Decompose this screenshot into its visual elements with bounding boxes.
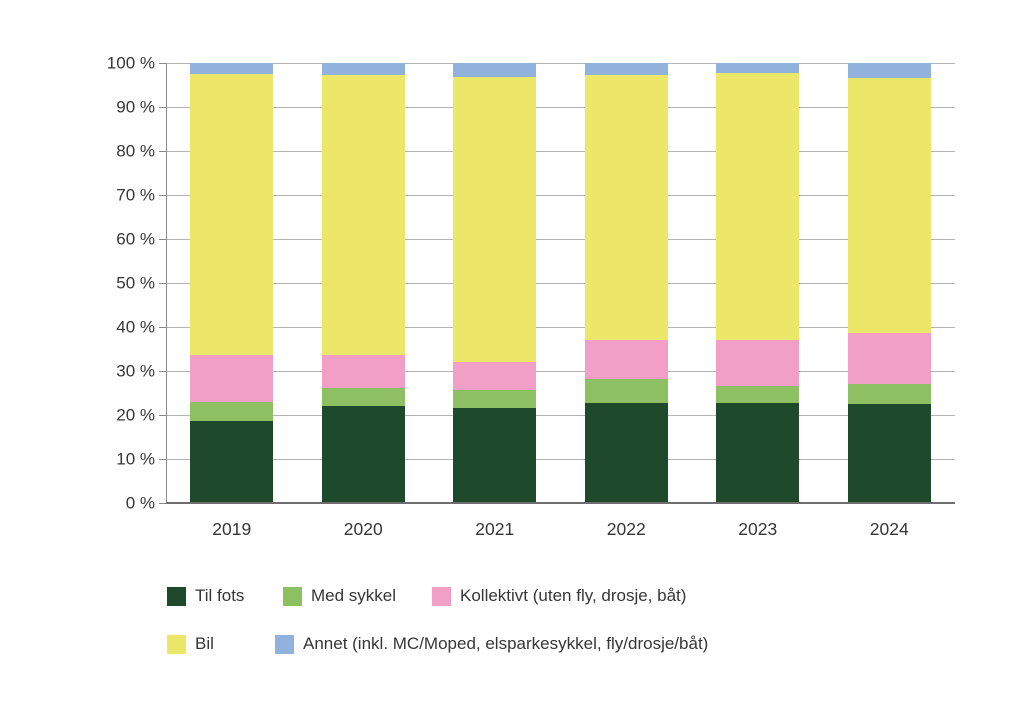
segment-annet-inkl-mc-moped-elsparkesykkel-fly-drosje-b-t-2023[interactable] bbox=[716, 63, 800, 73]
y-tick-90 bbox=[159, 106, 166, 108]
chart-legend: Til fots Med sykkel Kollektivt (uten fly, … bbox=[167, 584, 708, 680]
gridline-60 bbox=[166, 238, 955, 240]
y-tick-80 bbox=[159, 150, 166, 152]
segment-annet-inkl-mc-moped-elsparkesykkel-fly-drosje-b-t-2022[interactable] bbox=[584, 63, 668, 76]
gridline-90 bbox=[166, 106, 955, 108]
gridline-30 bbox=[166, 370, 955, 372]
x-axis-label-2019: 2019 bbox=[212, 519, 252, 539]
segment-kollektivt-uten-fly-drosje-b-t-2024[interactable] bbox=[847, 333, 931, 385]
segment-til-fots-2024[interactable] bbox=[847, 404, 931, 503]
segment-bil-2019[interactable] bbox=[190, 74, 274, 355]
segment-kollektivt-uten-fly-drosje-b-t-2019[interactable] bbox=[190, 354, 274, 402]
plot-area: 0 % 10 % 20 % 30 % 40 % 50 % 60 % 70 % 80 % 90 % 1… bbox=[107, 55, 955, 512]
y-tick-label-0: 0 % bbox=[125, 493, 155, 513]
x-axis-line bbox=[166, 502, 955, 504]
gridline-10 bbox=[166, 458, 955, 460]
y-tick-label-40: 40 % bbox=[116, 317, 155, 337]
segment-med-sykkel-2023[interactable] bbox=[716, 385, 800, 404]
y-tick-label-30: 30 % bbox=[116, 361, 155, 381]
segment-med-sykkel-2019[interactable] bbox=[190, 401, 274, 421]
segment-bil-2020[interactable] bbox=[321, 74, 405, 355]
legend-swatch-kollektivt-uten-fly-drosje-b-t bbox=[432, 586, 451, 606]
legend-label-bil: Bil bbox=[195, 634, 214, 653]
segment-til-fots-2021[interactable] bbox=[453, 407, 537, 503]
y-tick-label-60: 60 % bbox=[116, 229, 155, 249]
y-tick-0 bbox=[159, 502, 166, 504]
y-tick-label-50: 50 % bbox=[116, 273, 155, 293]
gridline-50 bbox=[166, 282, 955, 284]
legend-swatch-til-fots bbox=[167, 586, 186, 606]
legend-label-med-sykkel: Med sykkel bbox=[311, 586, 397, 605]
segment-med-sykkel-2024[interactable] bbox=[847, 384, 931, 405]
segment-til-fots-2020[interactable] bbox=[321, 405, 405, 503]
segment-annet-inkl-mc-moped-elsparkesykkel-fly-drosje-b-t-2024[interactable] bbox=[847, 63, 931, 78]
segment-med-sykkel-2020[interactable] bbox=[321, 388, 405, 406]
bar-2020 bbox=[321, 63, 405, 503]
legend-item-til-fots[interactable]: Til fots bbox=[167, 586, 283, 606]
y-axis-line bbox=[166, 63, 167, 503]
y-tick-50 bbox=[159, 282, 166, 284]
bar-2022 bbox=[584, 63, 668, 503]
legend-label-annet-inkl-mc-moped-elsparkesykkel-fly-drosje-b-t: Annet (inkl. MC/Moped, elsparkesykkel, f… bbox=[303, 634, 709, 653]
legend-item-med-sykkel[interactable]: Med sykkel bbox=[283, 586, 432, 606]
y-tick-40 bbox=[159, 326, 166, 328]
y-tick-label-80: 80 % bbox=[116, 141, 155, 161]
bar-2023 bbox=[716, 63, 800, 503]
segment-bil-2022[interactable] bbox=[584, 75, 668, 340]
bar-2024 bbox=[847, 63, 931, 503]
x-axis-label-2020: 2020 bbox=[343, 519, 383, 539]
segment-til-fots-2023[interactable] bbox=[716, 403, 800, 503]
y-tick-10 bbox=[159, 458, 166, 460]
legend-label-kollektivt-uten-fly-drosje-b-t: Kollektivt (uten fly, drosje, båt) bbox=[460, 586, 687, 605]
x-axis-label-2024: 2024 bbox=[869, 519, 909, 539]
y-tick-label-10: 10 % bbox=[116, 449, 155, 469]
gridline-20 bbox=[166, 414, 955, 416]
segment-med-sykkel-2022[interactable] bbox=[584, 378, 668, 403]
x-axis-label-2023: 2023 bbox=[738, 519, 778, 539]
segment-bil-2021[interactable] bbox=[453, 76, 537, 363]
legend-swatch-med-sykkel bbox=[283, 586, 302, 606]
legend-item-annet-inkl-mc-moped-elsparkesykkel-fly-drosje-b-t[interactable]: Annet (inkl. MC/Moped, elsparkesykkel, f… bbox=[275, 634, 708, 654]
legend-row-2: Bil Annet (inkl. MC/Moped, elsparkesykkel… bbox=[167, 632, 708, 656]
y-tick-100 bbox=[159, 62, 166, 64]
segment-kollektivt-uten-fly-drosje-b-t-2022[interactable] bbox=[584, 339, 668, 379]
segment-kollektivt-uten-fly-drosje-b-t-2020[interactable] bbox=[321, 354, 405, 389]
gridline-80 bbox=[166, 150, 955, 152]
segment-bil-2023[interactable] bbox=[716, 72, 800, 340]
segment-annet-inkl-mc-moped-elsparkesykkel-fly-drosje-b-t-2020[interactable] bbox=[321, 63, 405, 75]
segment-med-sykkel-2021[interactable] bbox=[453, 389, 537, 408]
segment-annet-inkl-mc-moped-elsparkesykkel-fly-drosje-b-t-2019[interactable] bbox=[190, 63, 274, 74]
bar-2019 bbox=[190, 63, 274, 503]
gridline-40 bbox=[166, 326, 955, 328]
legend-item-bil[interactable]: Bil bbox=[167, 634, 275, 654]
legend-swatch-annet-inkl-mc-moped-elsparkesykkel-fly-drosje-b-t bbox=[275, 634, 294, 654]
segment-kollektivt-uten-fly-drosje-b-t-2023[interactable] bbox=[716, 339, 800, 386]
y-tick-30 bbox=[159, 370, 166, 372]
segment-bil-2024[interactable] bbox=[847, 77, 931, 334]
y-tick-label-20: 20 % bbox=[116, 405, 155, 425]
segment-kollektivt-uten-fly-drosje-b-t-2021[interactable] bbox=[453, 362, 537, 390]
y-tick-label-90: 90 % bbox=[116, 97, 155, 117]
segment-annet-inkl-mc-moped-elsparkesykkel-fly-drosje-b-t-2021[interactable] bbox=[453, 63, 537, 77]
x-axis-label-2021: 2021 bbox=[475, 519, 515, 539]
legend-label-til-fots: Til fots bbox=[195, 586, 245, 605]
gridline-100 bbox=[166, 62, 955, 64]
y-tick-60 bbox=[159, 238, 166, 240]
x-axis-label-2022: 2022 bbox=[606, 519, 646, 539]
segment-til-fots-2022[interactable] bbox=[584, 402, 668, 503]
y-tick-20 bbox=[159, 414, 166, 416]
segment-til-fots-2019[interactable] bbox=[190, 420, 274, 503]
x-axis-labels: 2019 2020 2021 2022 2023 2024 bbox=[166, 519, 955, 545]
legend-swatch-bil bbox=[167, 634, 186, 654]
legend-row-1: Til fots Med sykkel Kollektivt (uten fly, … bbox=[167, 584, 708, 608]
gridline-70 bbox=[166, 194, 955, 196]
bar-2021 bbox=[453, 63, 537, 503]
y-tick-label-70: 70 % bbox=[116, 185, 155, 205]
legend-item-kollektivt-uten-fly-drosje-b-t[interactable]: Kollektivt (uten fly, drosje, båt) bbox=[432, 586, 686, 606]
y-tick-label-100: 100 % bbox=[106, 53, 155, 73]
y-tick-70 bbox=[159, 194, 166, 196]
